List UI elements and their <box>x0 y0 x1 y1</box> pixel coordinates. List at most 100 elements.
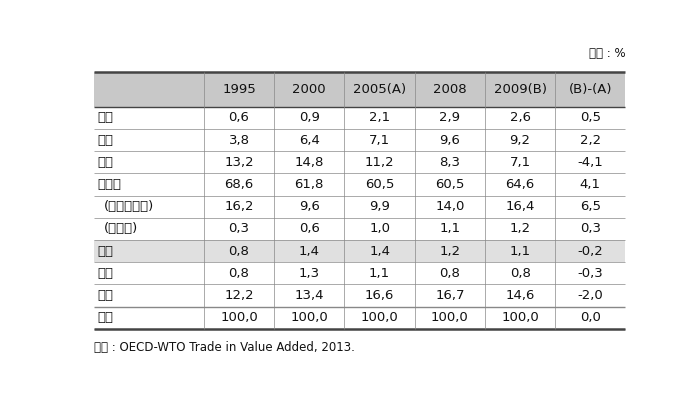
Bar <box>274 129 344 151</box>
Text: 9,2: 9,2 <box>510 134 530 147</box>
Text: 100,0: 100,0 <box>220 311 258 324</box>
Text: 합계: 합계 <box>97 311 113 324</box>
Bar <box>485 196 555 218</box>
Bar <box>485 262 555 284</box>
Text: -2,0: -2,0 <box>577 289 603 302</box>
Text: 13,4: 13,4 <box>295 289 324 302</box>
Text: 16,4: 16,4 <box>505 200 535 213</box>
Text: 0,6: 0,6 <box>229 111 249 124</box>
Text: 중국: 중국 <box>97 111 113 124</box>
Text: 2005(A): 2005(A) <box>353 83 406 96</box>
Bar <box>555 151 625 173</box>
Bar <box>485 129 555 151</box>
Text: 2,2: 2,2 <box>580 134 601 147</box>
Bar <box>485 151 555 173</box>
Bar <box>94 240 204 262</box>
Text: 0,8: 0,8 <box>440 267 460 280</box>
Bar <box>555 284 625 307</box>
Text: 64,6: 64,6 <box>505 178 535 191</box>
Text: 6,4: 6,4 <box>299 134 320 147</box>
Bar <box>415 129 485 151</box>
Text: (베트남): (베트남) <box>103 222 138 235</box>
Text: 단위 : %: 단위 : % <box>589 47 625 60</box>
Text: 7,1: 7,1 <box>510 156 530 169</box>
Text: 11,2: 11,2 <box>365 156 394 169</box>
Bar <box>415 107 485 129</box>
Text: 2000: 2000 <box>292 83 326 96</box>
Bar <box>485 218 555 240</box>
Text: 14,0: 14,0 <box>435 200 465 213</box>
Bar <box>274 240 344 262</box>
Bar <box>555 107 625 129</box>
Bar <box>344 218 415 240</box>
Text: 아세안: 아세안 <box>97 178 121 191</box>
Text: 0,0: 0,0 <box>580 311 601 324</box>
Text: 1995: 1995 <box>222 83 256 96</box>
Bar <box>344 240 415 262</box>
Text: 61,8: 61,8 <box>295 178 324 191</box>
Bar <box>344 173 415 196</box>
Text: 9,6: 9,6 <box>440 134 460 147</box>
Text: 100,0: 100,0 <box>431 311 468 324</box>
Bar <box>555 307 625 329</box>
Text: 미국: 미국 <box>97 134 113 147</box>
Bar <box>204 240 274 262</box>
Text: 0,6: 0,6 <box>299 222 320 235</box>
Text: 1,2: 1,2 <box>510 222 530 235</box>
Text: 3,8: 3,8 <box>228 134 250 147</box>
Bar <box>274 151 344 173</box>
Text: 7,1: 7,1 <box>369 134 390 147</box>
Bar <box>274 196 344 218</box>
Bar <box>555 240 625 262</box>
Bar <box>274 107 344 129</box>
Text: -0,2: -0,2 <box>577 245 603 258</box>
Text: 16,2: 16,2 <box>224 200 254 213</box>
Text: 0,5: 0,5 <box>580 111 601 124</box>
Text: 9,6: 9,6 <box>299 200 320 213</box>
Bar <box>94 151 204 173</box>
Bar <box>485 307 555 329</box>
Text: 16,7: 16,7 <box>435 289 465 302</box>
Text: 0,3: 0,3 <box>580 222 601 235</box>
Bar <box>274 173 344 196</box>
Bar <box>415 284 485 307</box>
Bar <box>274 218 344 240</box>
Bar <box>94 129 204 151</box>
Bar <box>555 129 625 151</box>
Bar <box>344 107 415 129</box>
Bar <box>274 262 344 284</box>
Text: 4,1: 4,1 <box>580 178 601 191</box>
Text: 9,9: 9,9 <box>369 200 390 213</box>
Bar <box>415 196 485 218</box>
Bar <box>485 284 555 307</box>
Text: 0,8: 0,8 <box>510 267 530 280</box>
Text: (B)-(A): (B)-(A) <box>569 83 612 96</box>
Text: 12,2: 12,2 <box>224 289 254 302</box>
Bar <box>344 196 415 218</box>
Text: (인도네시아): (인도네시아) <box>103 200 154 213</box>
Bar <box>555 196 625 218</box>
Text: 2008: 2008 <box>433 83 467 96</box>
Text: 2,9: 2,9 <box>439 111 461 124</box>
Bar <box>204 218 274 240</box>
Text: 60,5: 60,5 <box>435 178 465 191</box>
Text: 100,0: 100,0 <box>290 311 328 324</box>
Text: 1,1: 1,1 <box>369 267 390 280</box>
Text: 1,0: 1,0 <box>369 222 390 235</box>
Bar <box>344 151 415 173</box>
Bar <box>415 240 485 262</box>
Text: 13,2: 13,2 <box>224 156 254 169</box>
Bar <box>274 72 344 107</box>
Bar <box>204 173 274 196</box>
Bar <box>94 107 204 129</box>
Bar <box>204 72 274 107</box>
Text: 1,2: 1,2 <box>439 245 461 258</box>
Bar <box>555 218 625 240</box>
Bar <box>344 262 415 284</box>
Bar <box>485 72 555 107</box>
Bar <box>344 307 415 329</box>
Bar <box>555 72 625 107</box>
Text: 0,8: 0,8 <box>229 245 249 258</box>
Text: 0,9: 0,9 <box>299 111 320 124</box>
Bar <box>555 262 625 284</box>
